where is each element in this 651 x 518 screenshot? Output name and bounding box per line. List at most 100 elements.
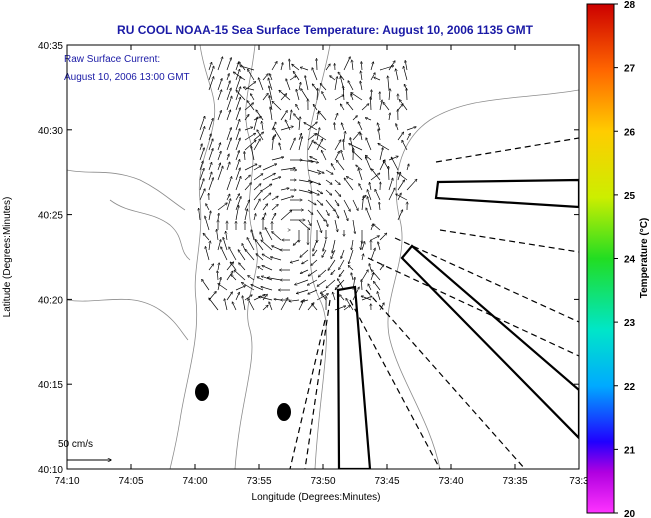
current-vector — [316, 134, 327, 141]
current-vector — [341, 150, 345, 161]
current-vector — [323, 239, 327, 251]
current-vector — [379, 303, 384, 311]
current-vector — [280, 196, 294, 201]
current-vector — [280, 63, 283, 71]
current-vector — [208, 172, 212, 181]
colorbar-tick-label: 23 — [624, 318, 636, 329]
current-vector — [253, 199, 260, 211]
current-vector — [344, 178, 354, 191]
coverage-ray — [289, 319, 326, 469]
current-vector — [367, 197, 372, 211]
current-vector — [235, 69, 240, 81]
bathymetry-contour-3 — [387, 89, 579, 469]
current-vector — [226, 138, 231, 151]
current-vector — [235, 77, 241, 91]
current-vector — [310, 157, 318, 161]
current-vector — [366, 138, 372, 151]
current-vector — [298, 137, 302, 151]
current-vector — [388, 76, 390, 91]
x-axis-label: Longitude (Degrees:Minutes) — [252, 492, 381, 503]
current-vector — [397, 172, 401, 181]
current-vector — [308, 289, 318, 294]
current-vector — [253, 132, 264, 141]
current-vector — [217, 151, 221, 161]
current-vector — [235, 176, 241, 191]
current-vector — [267, 278, 282, 281]
current-vector — [244, 175, 250, 181]
current-vector — [271, 204, 278, 211]
current-vector — [307, 140, 313, 151]
current-vector — [248, 299, 255, 311]
current-vector — [272, 246, 282, 251]
current-vector — [343, 57, 350, 71]
current-vector — [352, 132, 360, 141]
current-vector — [361, 196, 364, 211]
current-vector — [397, 193, 401, 201]
current-vector — [378, 242, 381, 251]
current-vector — [325, 179, 332, 184]
current-vector — [208, 62, 212, 71]
current-vector — [399, 100, 408, 111]
current-vector — [406, 127, 416, 131]
bathymetry-contour-1 — [234, 45, 258, 469]
current-vector — [328, 259, 336, 270]
current-vector — [370, 173, 380, 181]
current-vector — [226, 177, 232, 191]
current-vector — [352, 116, 357, 121]
colorbar-tick-label: 27 — [624, 64, 636, 75]
current-vector — [374, 282, 381, 291]
current-vector — [302, 259, 309, 264]
current-vector — [270, 107, 273, 121]
current-vector — [316, 219, 322, 233]
current-vector — [289, 138, 295, 151]
current-vector — [217, 166, 223, 181]
current-vector — [294, 114, 300, 121]
current-vector — [235, 129, 240, 141]
current-vector — [208, 149, 213, 161]
current-vector — [368, 284, 372, 291]
current-vector — [258, 267, 264, 271]
current-vector — [298, 219, 310, 230]
plot-area — [67, 45, 579, 469]
coastline-contour — [169, 45, 216, 469]
current-vector — [388, 178, 393, 191]
current-vector — [292, 64, 300, 71]
current-vector — [334, 219, 338, 232]
x-tick-label: 73:45 — [374, 476, 399, 487]
current-vector — [396, 124, 399, 131]
current-vector — [229, 247, 237, 261]
current-vector — [262, 294, 267, 301]
current-vector — [379, 100, 382, 111]
y-tick-label: 40:10 — [38, 465, 63, 476]
current-vector — [389, 113, 390, 121]
current-vector — [352, 151, 363, 161]
current-vector — [348, 266, 354, 271]
current-vector — [272, 101, 282, 111]
current-vector — [280, 168, 295, 171]
current-vector — [221, 247, 228, 261]
current-vector — [262, 204, 268, 211]
current-vector — [356, 165, 363, 171]
current-vector — [293, 239, 300, 245]
current-vector — [245, 249, 255, 261]
current-vector — [326, 279, 336, 288]
current-vector — [271, 122, 276, 131]
current-vector — [298, 300, 304, 311]
current-vector — [271, 257, 282, 261]
current-vector — [325, 169, 333, 174]
current-vector — [371, 270, 381, 281]
current-vector — [334, 209, 339, 218]
current-vector — [378, 143, 390, 151]
current-vector — [226, 128, 231, 141]
current-vector — [301, 89, 309, 101]
y-tick-label: 40:35 — [38, 41, 63, 52]
colorbar-tick-label: 21 — [624, 445, 636, 456]
current-vector — [322, 92, 327, 101]
current-vector — [293, 71, 300, 81]
current-vector — [262, 93, 268, 101]
y-tick-label: 40:20 — [38, 295, 63, 306]
current-vector — [349, 249, 354, 264]
current-vector — [217, 230, 219, 241]
colorbar-tick-label: 26 — [624, 127, 636, 138]
